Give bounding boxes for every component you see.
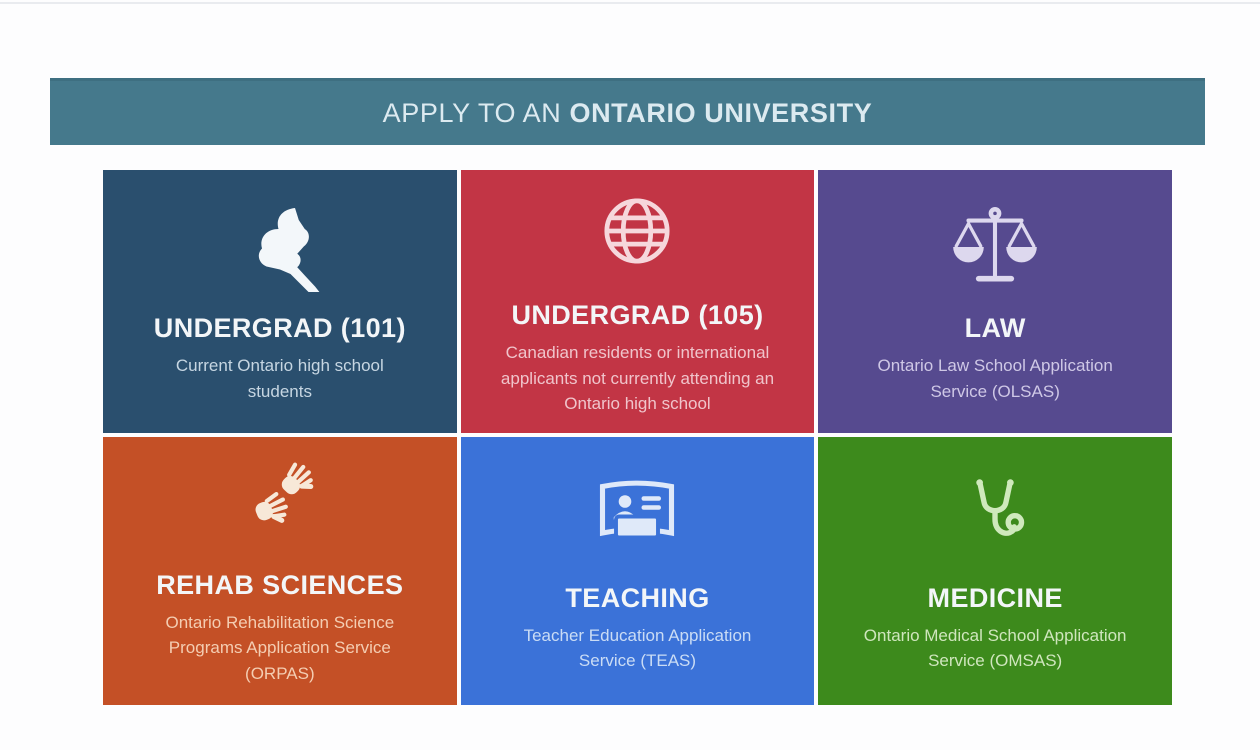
tile-subtitle: Ontario Medical School Application Servi… — [863, 625, 1127, 671]
tile-title: MEDICINE — [927, 582, 1063, 613]
tile-title: UNDERGRAD (105) — [511, 300, 764, 331]
tile-teaching[interactable]: TEACHING Teacher Education Application S… — [460, 437, 815, 705]
page-title: APPLY TO AN ONTARIO UNIVERSITY — [383, 98, 873, 129]
tile-title: UNDERGRAD (101) — [153, 313, 406, 343]
tile-subtitle: Ontario Law School Application Service (… — [877, 356, 1113, 401]
tile-rehab-sciences[interactable]: REHAB SCIENCES Ontario Rehabilitation Sc… — [103, 437, 457, 705]
page-title-bold: ONTARIO UNIVERSITY — [569, 97, 873, 128]
scales-of-justice-icon — [944, 191, 1046, 297]
massage-hands-icon — [230, 448, 330, 554]
ontario-map-icon — [232, 191, 328, 297]
presentation-board-icon — [589, 461, 685, 567]
page-title-regular: APPLY TO AN — [382, 97, 570, 128]
tile-grid: UNDERGRAD (101) Current Ontario high sch… — [103, 170, 1172, 705]
tile-subtitle: Canadian residents or international appl… — [500, 343, 775, 414]
tile-subtitle: Current Ontario high school students — [175, 356, 384, 401]
tile-title: LAW — [964, 313, 1026, 343]
tile-title: REHAB SCIENCES — [156, 569, 404, 600]
stethoscope-icon — [954, 461, 1036, 567]
tile-medicine[interactable]: MEDICINE Ontario Medical School Applicat… — [818, 437, 1172, 705]
globe-icon — [595, 178, 679, 284]
tile-law[interactable]: LAW Ontario Law School Application Servi… — [818, 170, 1172, 433]
tile-undergrad-105[interactable]: UNDERGRAD (105) Canadian residents or in… — [460, 170, 815, 433]
header-banner: APPLY TO AN ONTARIO UNIVERSITY — [50, 78, 1205, 145]
tile-subtitle: Teacher Education Application Service (T… — [523, 625, 752, 671]
tile-undergrad-101[interactable]: UNDERGRAD (101) Current Ontario high sch… — [103, 170, 457, 433]
tile-title: TEACHING — [565, 582, 710, 613]
top-hairline — [0, 2, 1260, 4]
tile-subtitle: Ontario Rehabilitation Science Programs … — [165, 612, 395, 683]
